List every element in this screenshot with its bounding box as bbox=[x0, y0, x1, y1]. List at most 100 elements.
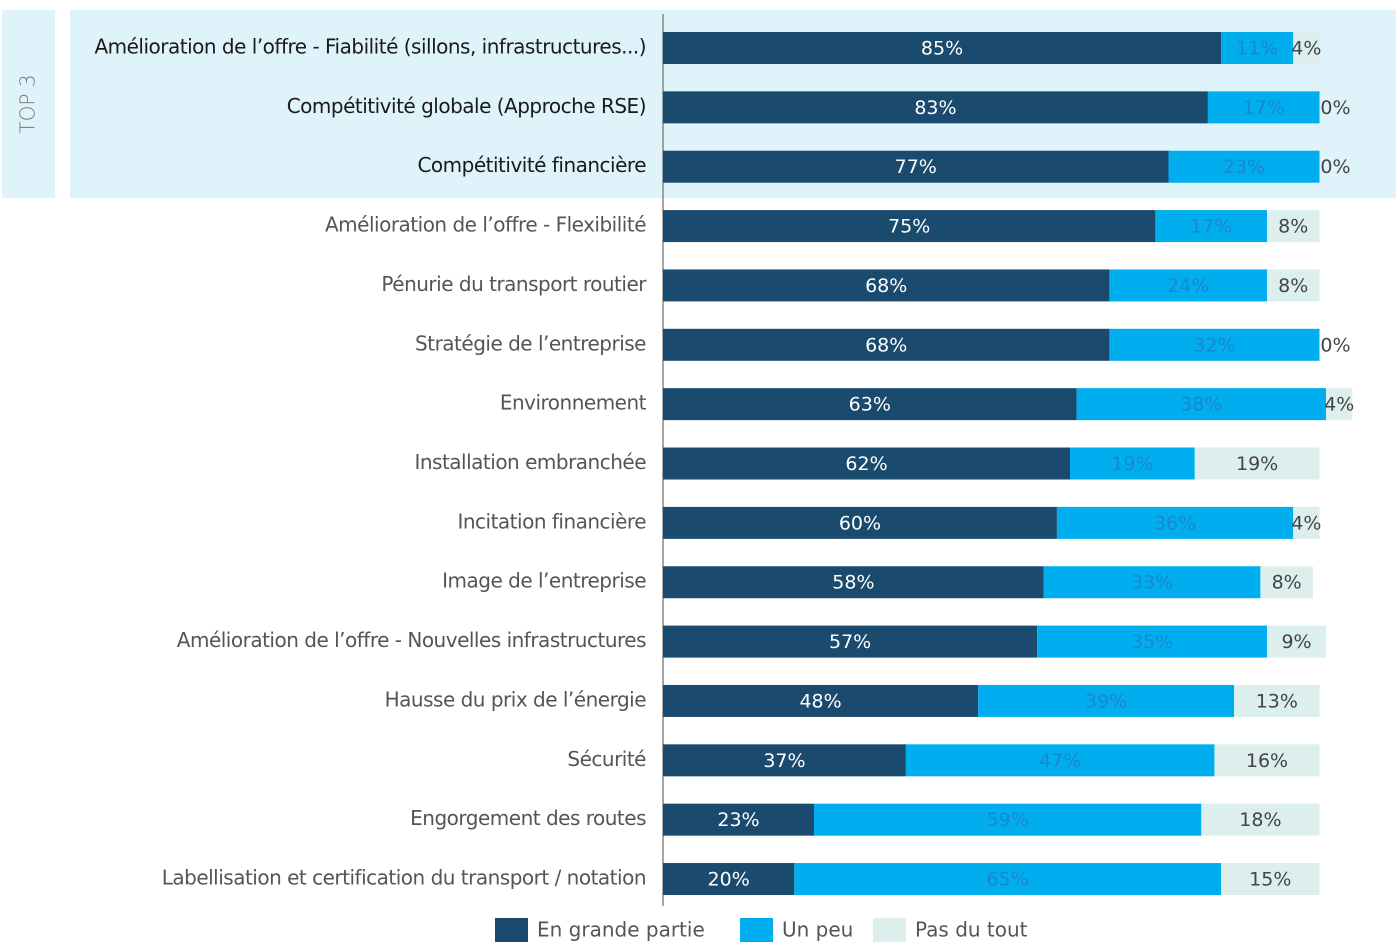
bar-segment bbox=[1070, 447, 1195, 480]
legend-label: Pas du tout bbox=[915, 918, 1028, 942]
category-label: Compétitivité financière bbox=[417, 153, 646, 177]
value-label: 13% bbox=[1256, 690, 1298, 712]
value-label: 4% bbox=[1291, 512, 1321, 534]
bar-segment bbox=[1221, 32, 1294, 64]
value-label: 9% bbox=[1281, 631, 1311, 653]
bar-segment bbox=[663, 32, 1222, 64]
category-label: Hausse du prix de l’énergie bbox=[385, 687, 647, 711]
value-label: 63% bbox=[849, 394, 891, 416]
category-label: Amélioration de l’offre - Flexibilité bbox=[325, 213, 646, 237]
bar-segment bbox=[663, 506, 1057, 539]
bar-segment bbox=[663, 269, 1110, 302]
value-label: 37% bbox=[763, 750, 805, 772]
value-label: 0% bbox=[1320, 334, 1350, 356]
bar-segment bbox=[663, 388, 1077, 421]
top-box bbox=[2, 10, 55, 198]
value-label: 38% bbox=[1180, 394, 1222, 416]
category-label: Labellisation et certification du transp… bbox=[162, 866, 646, 890]
bar-segment bbox=[1260, 566, 1313, 599]
bar-segment bbox=[663, 566, 1044, 599]
category-label: Image de l’entreprise bbox=[442, 569, 646, 593]
bar-segment bbox=[1214, 744, 1320, 777]
legend-swatch bbox=[495, 918, 528, 942]
value-label: 60% bbox=[839, 512, 881, 534]
value-label: 8% bbox=[1278, 216, 1308, 238]
bar-segment bbox=[1076, 388, 1327, 421]
category-label: Stratégie de l’entreprise bbox=[415, 331, 646, 355]
bar-segment bbox=[1155, 210, 1267, 243]
bar-segment bbox=[663, 744, 906, 777]
value-label: 33% bbox=[1131, 572, 1173, 594]
bar-segment bbox=[1194, 447, 1320, 480]
value-label: 68% bbox=[865, 334, 907, 356]
value-label: 39% bbox=[1085, 690, 1127, 712]
bar-segment bbox=[663, 803, 814, 836]
value-label: 0% bbox=[1320, 156, 1350, 178]
category-label: Incitation financière bbox=[457, 509, 646, 533]
category-label: Pénurie du transport routier bbox=[381, 272, 647, 296]
bar-segment bbox=[663, 150, 1169, 183]
bar-segment bbox=[1326, 388, 1353, 421]
bar-segment bbox=[813, 803, 1202, 836]
bar-segment bbox=[1109, 328, 1320, 361]
value-label: 8% bbox=[1278, 275, 1308, 297]
value-label: 36% bbox=[1154, 512, 1196, 534]
value-label: 19% bbox=[1111, 453, 1153, 475]
bar-segment bbox=[1234, 684, 1320, 717]
bar-segment bbox=[663, 210, 1156, 243]
value-label: 4% bbox=[1291, 38, 1321, 60]
value-label: 23% bbox=[717, 809, 759, 831]
bar-segment bbox=[905, 744, 1215, 777]
value-label: 19% bbox=[1236, 453, 1278, 475]
bar-segment bbox=[1266, 210, 1320, 243]
value-label: 32% bbox=[1193, 334, 1235, 356]
value-label: 85% bbox=[921, 38, 963, 60]
value-label: 62% bbox=[845, 453, 887, 475]
value-label: 24% bbox=[1167, 275, 1209, 297]
bar-segment bbox=[663, 91, 1208, 124]
value-label: 48% bbox=[799, 690, 841, 712]
bar-segment bbox=[1056, 506, 1294, 539]
category-label: Compétitivité globale (Approche RSE) bbox=[287, 94, 646, 118]
bar-segment bbox=[1109, 269, 1267, 302]
bar-segment bbox=[663, 328, 1110, 361]
bar-segment bbox=[663, 447, 1071, 480]
value-label: 15% bbox=[1249, 869, 1291, 891]
bar-segment bbox=[1266, 625, 1327, 658]
category-label: Environnement bbox=[500, 391, 647, 415]
value-label: 20% bbox=[708, 869, 750, 891]
bar-segment bbox=[1043, 566, 1261, 599]
category-label: Amélioration de l’offre - Fiabilité (sil… bbox=[94, 35, 646, 59]
value-label: 4% bbox=[1324, 394, 1354, 416]
bar-segment bbox=[1293, 506, 1320, 539]
value-label: 8% bbox=[1272, 572, 1302, 594]
bar-segment bbox=[1201, 803, 1320, 836]
bar-segment bbox=[663, 625, 1038, 658]
legend-swatch bbox=[873, 918, 906, 942]
legend-label: Un peu bbox=[782, 918, 853, 942]
category-label: Engorgement des routes bbox=[410, 806, 646, 830]
value-label: 23% bbox=[1223, 156, 1265, 178]
bar-segment bbox=[1221, 863, 1320, 896]
value-label: 0% bbox=[1320, 97, 1350, 119]
category-label: Sécurité bbox=[567, 747, 646, 771]
bar-segment bbox=[1168, 150, 1320, 183]
value-label: 18% bbox=[1239, 809, 1281, 831]
legend-label: En grande partie bbox=[537, 918, 705, 942]
value-label: 75% bbox=[888, 216, 930, 238]
bar-segment bbox=[794, 863, 1222, 896]
bar-segment bbox=[1207, 91, 1320, 124]
value-label: 59% bbox=[987, 809, 1029, 831]
value-label: 77% bbox=[895, 156, 937, 178]
bar-segment bbox=[1266, 269, 1320, 302]
value-label: 68% bbox=[865, 275, 907, 297]
value-label: 65% bbox=[987, 869, 1029, 891]
legend-swatch bbox=[740, 918, 773, 942]
value-label: 17% bbox=[1190, 216, 1232, 238]
bar-segment bbox=[663, 863, 795, 896]
category-label: Amélioration de l’offre - Nouvelles infr… bbox=[177, 628, 646, 652]
category-label: Installation embranchée bbox=[414, 450, 646, 474]
value-label: 16% bbox=[1246, 750, 1288, 772]
